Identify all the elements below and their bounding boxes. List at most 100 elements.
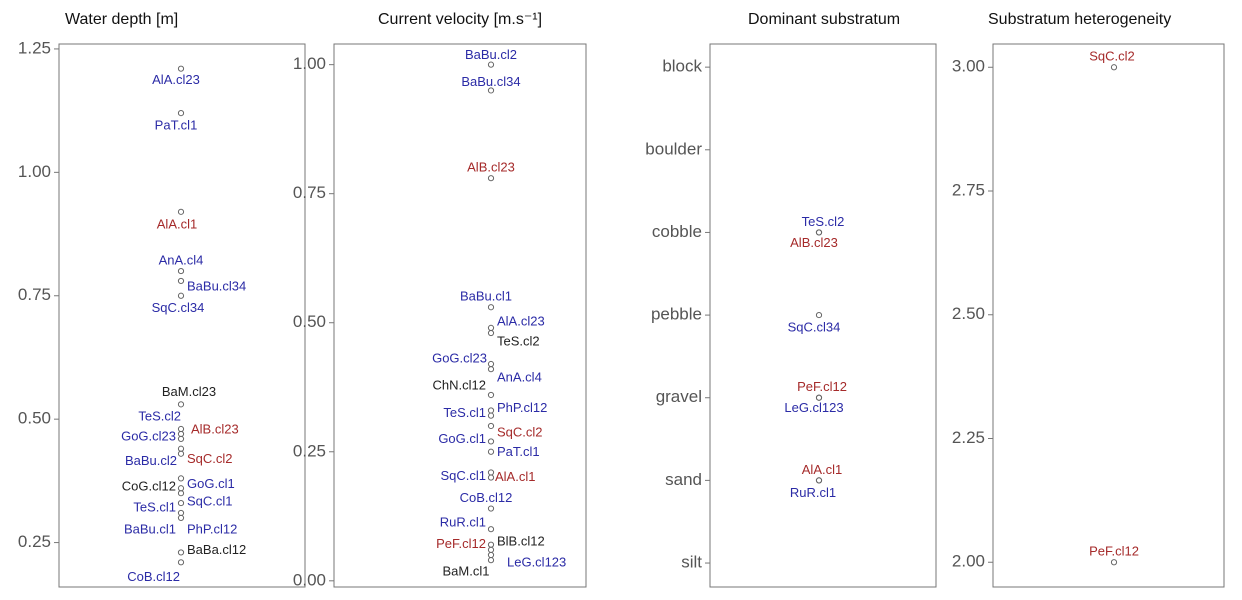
y-tick-label: block xyxy=(662,57,702,76)
panel-title: Water depth [m] xyxy=(65,11,178,28)
point-label: BaM.cl23 xyxy=(162,384,216,399)
point xyxy=(177,485,185,492)
point-label: BaBa.cl12 xyxy=(187,542,246,557)
point xyxy=(177,65,185,72)
point-label: TeS.cl1 xyxy=(133,500,176,515)
y-tick-label: 2.75 xyxy=(952,180,985,199)
point-label: AlA.cl23 xyxy=(497,313,545,328)
point-label: LeG.cl123 xyxy=(507,554,566,569)
y-tick-label: pebble xyxy=(651,305,702,324)
y-tick-label: 1.00 xyxy=(18,162,51,181)
point xyxy=(487,422,495,430)
point-label: BaBu.cl2 xyxy=(465,47,517,62)
point-label: AlB.cl23 xyxy=(467,160,515,175)
point xyxy=(177,292,185,299)
y-tick-label: 2.25 xyxy=(952,428,985,447)
point xyxy=(177,430,185,438)
point-label: AlB.cl23 xyxy=(191,421,239,436)
plot-frame xyxy=(709,43,937,588)
point-label: ChN.cl12 xyxy=(433,377,486,392)
point-label: GoG.cl23 xyxy=(121,428,176,443)
point-label: RuR.cl1 xyxy=(790,485,836,500)
point xyxy=(487,551,495,559)
point xyxy=(815,229,823,236)
point-label: BaBu.cl34 xyxy=(461,74,520,89)
point xyxy=(487,557,495,564)
point-label: PeF.cl12 xyxy=(797,379,847,394)
point xyxy=(177,509,185,517)
point-label: PeF.cl12 xyxy=(1089,544,1139,559)
point xyxy=(487,366,495,373)
y-tick-label: 1.00 xyxy=(293,54,326,73)
point-label: TeS.cl2 xyxy=(497,333,540,348)
point xyxy=(487,546,495,553)
point-label: TeS.cl2 xyxy=(802,214,845,229)
point xyxy=(177,499,185,507)
point xyxy=(487,304,495,311)
point xyxy=(177,445,185,452)
panel-title: Substratum heterogeneity xyxy=(988,11,1171,28)
y-tick-label: gravel xyxy=(656,387,702,406)
y-tick-label: boulder xyxy=(645,139,702,158)
point-label: TeS.cl2 xyxy=(138,408,181,423)
point xyxy=(177,559,185,566)
point xyxy=(177,435,185,443)
panel-title: Current velocity [m.s⁻¹] xyxy=(378,11,542,28)
y-tick-label: 0.25 xyxy=(18,532,51,551)
plot-frame xyxy=(333,43,587,588)
point xyxy=(487,87,495,94)
point xyxy=(487,391,495,399)
point-label: AlA.cl1 xyxy=(495,469,535,484)
point xyxy=(487,541,495,548)
point-label: PaT.cl1 xyxy=(497,444,540,459)
point-label: BaBu.cl1 xyxy=(124,521,176,536)
point-label: AlA.cl23 xyxy=(152,72,200,87)
point xyxy=(487,505,495,512)
y-tick-label: 0.25 xyxy=(293,441,326,460)
plot-frame xyxy=(992,43,1225,588)
point xyxy=(487,324,495,331)
point xyxy=(177,490,185,497)
point-label: SqC.cl34 xyxy=(788,320,841,335)
y-tick-label: 0.75 xyxy=(293,183,326,202)
point-label: BaBu.cl1 xyxy=(460,289,512,304)
y-tick-label: 0.75 xyxy=(18,285,51,304)
point xyxy=(487,438,495,445)
y-tick-label: 1.25 xyxy=(18,38,51,57)
y-tick-label: 0.00 xyxy=(293,570,326,589)
y-tick-label: silt xyxy=(681,553,702,572)
y-tick-label: sand xyxy=(665,470,702,489)
point xyxy=(487,175,495,182)
point xyxy=(177,475,185,482)
point xyxy=(177,514,185,521)
point xyxy=(815,477,823,484)
point-label: PaT.cl1 xyxy=(155,118,198,133)
point-label: SqC.cl34 xyxy=(152,300,205,315)
point xyxy=(1110,64,1118,71)
y-tick-label: 0.50 xyxy=(18,409,51,428)
point xyxy=(487,469,495,476)
point-label: PhP.cl12 xyxy=(187,521,237,536)
point xyxy=(177,267,185,275)
point xyxy=(1110,559,1118,566)
point-label: BaBu.cl34 xyxy=(187,278,246,293)
point-label: CoG.cl12 xyxy=(122,479,176,494)
point xyxy=(177,401,185,408)
point xyxy=(815,311,823,319)
point-label: RuR.cl1 xyxy=(440,515,486,530)
point-label: SqC.cl2 xyxy=(1089,49,1135,64)
point xyxy=(487,412,495,419)
point xyxy=(177,208,185,215)
point-label: SqC.cl2 xyxy=(187,451,233,466)
point xyxy=(177,277,185,285)
point xyxy=(487,448,495,455)
point-label: CoB.cl12 xyxy=(460,490,513,505)
point-label: AlA.cl1 xyxy=(157,216,197,231)
y-tick-label: 2.50 xyxy=(952,304,985,323)
y-tick-label: 2.00 xyxy=(952,552,985,571)
point xyxy=(487,474,495,481)
point-label: GoG.cl1 xyxy=(438,431,486,446)
point-label: GoG.cl1 xyxy=(187,476,235,491)
point xyxy=(177,425,185,433)
